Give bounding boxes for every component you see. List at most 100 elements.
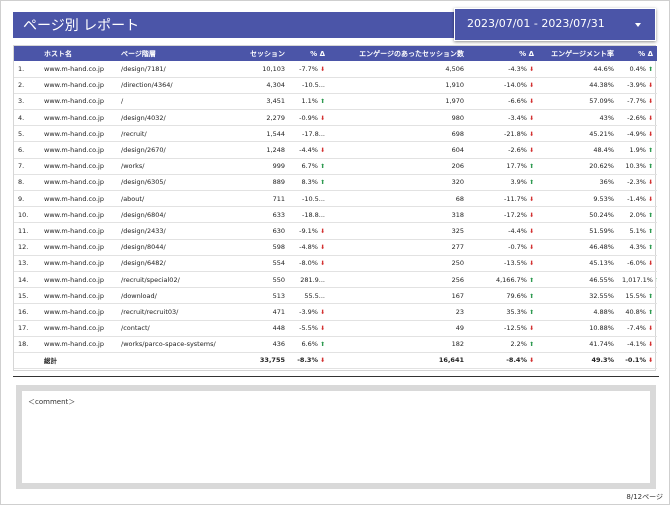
- total-sessions-delta-value: -8.3%: [297, 356, 318, 365]
- engaged-sessions-cell: 318: [451, 210, 464, 219]
- page-path-cell: /design/6305/: [121, 178, 166, 187]
- column-header-col-page[interactable]: ページ階層: [121, 49, 156, 58]
- column-header-col-sessions-delta[interactable]: % Δ: [310, 49, 325, 58]
- sessions-delta-cell-value: -4.8%: [299, 243, 318, 252]
- column-header-col-engaged-delta[interactable]: % Δ: [519, 49, 534, 58]
- table-row[interactable]: 10. www.m-hand.co.jp/design/6804/633 -18.8…: [14, 207, 657, 223]
- rate-delta-cell-value: 2.0%: [629, 210, 646, 219]
- table-row[interactable]: 16. www.m-hand.co.jp/recruit/recruit03/47…: [14, 304, 657, 320]
- comment-label: ＜comment＞: [28, 398, 76, 406]
- row-number: 14.: [18, 275, 29, 284]
- sessions-delta-cell-value: 1.1%: [301, 97, 318, 106]
- sessions-delta-cell-value: -0.9%: [299, 113, 318, 122]
- table-header-row: ホスト名 ページ階層 セッション % Δ エンゲージのあったセッション数 % Δ エンゲージ…: [14, 46, 657, 61]
- host-cell: www.m-hand.co.jp: [44, 113, 104, 122]
- arrow-down-icon: ⬇: [319, 357, 325, 365]
- rate-delta-cell: -2.6% ⬇: [618, 110, 657, 126]
- engaged-delta-cell-value: -6.6%: [508, 97, 527, 106]
- column-header-col-rate[interactable]: エンゲージメント率: [551, 49, 614, 58]
- section-divider: [13, 376, 659, 377]
- table-row[interactable]: 18. www.m-hand.co.jp/works/parco-space-sy…: [14, 336, 657, 353]
- table-row[interactable]: 4. www.m-hand.co.jp/design/4032/2,279 -0.9…: [14, 110, 657, 126]
- sessions-delta-cell: -3.9% ⬇: [289, 304, 329, 320]
- engaged-sessions-cell: 68: [455, 194, 464, 203]
- engaged-sessions-cell: 256: [451, 275, 464, 284]
- table-row[interactable]: 5. www.m-hand.co.jp/recruit/1,544 -17.8...…: [14, 126, 657, 142]
- table-row[interactable]: 15. www.m-hand.co.jp/download/513 55.5... 1…: [14, 288, 657, 304]
- rate-delta-cell: -3.9% ⬇: [618, 77, 657, 93]
- page-path-cell: /design/4032/: [121, 113, 166, 122]
- chevron-down-icon[interactable]: [635, 23, 641, 27]
- row-number: 15.: [18, 291, 29, 300]
- engaged-delta-cell-value: -13.5%: [503, 259, 527, 268]
- sessions-delta-cell: -8.0% ⬇: [289, 255, 329, 271]
- rate-delta-cell-value: -6.0%: [627, 259, 646, 268]
- engaged-delta-cell-value: 79.6%: [506, 291, 527, 300]
- column-header-col-engaged[interactable]: エンゲージのあったセッション数: [359, 49, 464, 58]
- sessions-delta-cell: -10.5...: [289, 191, 329, 207]
- rate-delta-cell-value: 15.5%: [625, 291, 646, 300]
- rate-delta-cell-value: 1.9%: [629, 146, 646, 155]
- engaged-delta-cell-value: -4.3%: [508, 64, 527, 73]
- table-row[interactable]: 3. www.m-hand.co.jp/3,451 1.1% ⬆ 1,970 -6.6% ⬇…: [14, 93, 657, 110]
- engaged-delta-cell: -2.6% ⬇: [468, 142, 538, 158]
- arrow-down-icon: ⬇: [319, 260, 325, 268]
- sessions-delta-cell: 6.6% ⬆: [289, 336, 329, 352]
- engaged-delta-cell-value: -12.5%: [503, 324, 527, 333]
- engagement-rate-cell: 46.48%: [589, 243, 614, 252]
- table-row[interactable]: 11. www.m-hand.co.jp/design/2433/630 -9.1%…: [14, 223, 657, 240]
- page-path-cell: /works/parco-space-systems/: [121, 340, 216, 349]
- arrow-down-icon: ⬇: [528, 357, 534, 365]
- sessions-delta-cell: -7.7% ⬇: [289, 61, 329, 77]
- table-row[interactable]: 6. www.m-hand.co.jp/design/2670/1,248 -4.4…: [14, 142, 657, 159]
- table-row[interactable]: 7. www.m-hand.co.jp/works/999 6.7% ⬆ 206 17.7…: [14, 158, 657, 175]
- page-title: ページ別 レポート: [23, 18, 140, 34]
- rate-delta-cell-value: -4.1%: [627, 340, 646, 349]
- table-row[interactable]: 9. www.m-hand.co.jp/about/711 -10.5... 68 -1…: [14, 191, 657, 207]
- arrow-up-icon: ⬆: [319, 341, 325, 349]
- comment-area[interactable]: ＜comment＞: [22, 391, 650, 483]
- engaged-delta-cell-value: 2.2%: [510, 340, 527, 349]
- column-header-col-sessions[interactable]: セッション: [250, 49, 285, 58]
- engaged-delta-cell-value: 35.3%: [506, 307, 527, 316]
- table-row[interactable]: 2. www.m-hand.co.jp/direction/4364/4,304 -…: [14, 77, 657, 94]
- sessions-delta-cell-value: -9.1%: [299, 226, 318, 235]
- arrow-up-icon: ⬆: [528, 292, 534, 300]
- engaged-sessions-cell: 325: [451, 226, 464, 235]
- column-header-col-no: [14, 46, 40, 61]
- sessions-cell: 436: [272, 340, 285, 349]
- table-row[interactable]: 14. www.m-hand.co.jp/recruit/special02/55…: [14, 271, 657, 288]
- rate-delta-cell-value: -1.4%: [627, 194, 646, 203]
- table-row[interactable]: 1. www.m-hand.co.jp/design/7181/10,103 -7.…: [14, 61, 657, 78]
- engagement-rate-cell: 51.59%: [589, 226, 614, 235]
- column-header-col-host[interactable]: ホスト名: [44, 49, 72, 58]
- page-path-cell: /direction/4364/: [121, 81, 173, 90]
- table-row[interactable]: 17. www.m-hand.co.jp/contact/448 -5.5% ⬇ 49-…: [14, 320, 657, 337]
- row-number: 5.: [18, 129, 25, 138]
- table-row[interactable]: 8. www.m-hand.co.jp/design/6305/889 8.3% ⬆ 3…: [14, 174, 657, 191]
- sessions-cell: 513: [272, 291, 285, 300]
- arrow-down-icon: ⬇: [647, 260, 653, 268]
- page-path-cell: /design/2433/: [121, 226, 166, 235]
- date-range-picker[interactable]: 2023/07/01 - 2023/07/31: [454, 8, 656, 41]
- arrow-down-icon: ⬇: [528, 147, 534, 155]
- table-row[interactable]: 13. www.m-hand.co.jp/design/6482/554 -8.0%…: [14, 255, 657, 272]
- table-row[interactable]: 12. www.m-hand.co.jp/design/8044/598 -4.8%…: [14, 239, 657, 256]
- sessions-cell: 1,248: [266, 146, 285, 155]
- engagement-rate-cell: 32.55%: [589, 291, 614, 300]
- sessions-cell: 999: [272, 162, 285, 171]
- rate-delta-cell: -4.1% ⬇: [618, 336, 657, 352]
- rate-delta-cell-value: 4.3%: [629, 243, 646, 252]
- total-engaged-delta-value: -8.4%: [506, 356, 527, 365]
- rate-delta-cell: -4.9% ⬇: [618, 126, 657, 142]
- column-header-col-rate-delta[interactable]: % Δ: [638, 49, 653, 58]
- rate-delta-cell-value: -2.6%: [627, 113, 646, 122]
- sessions-cell: 633: [272, 210, 285, 219]
- engaged-delta-cell: 35.3% ⬆: [468, 304, 538, 320]
- engaged-delta-cell-value: -3.4%: [508, 113, 527, 122]
- rate-delta-cell: 1.9% ⬆: [618, 142, 657, 158]
- page-path-cell: /contact/: [121, 324, 150, 333]
- total-sessions-delta: -8.3% ⬇: [289, 352, 329, 368]
- sessions-cell: 4,304: [266, 81, 285, 90]
